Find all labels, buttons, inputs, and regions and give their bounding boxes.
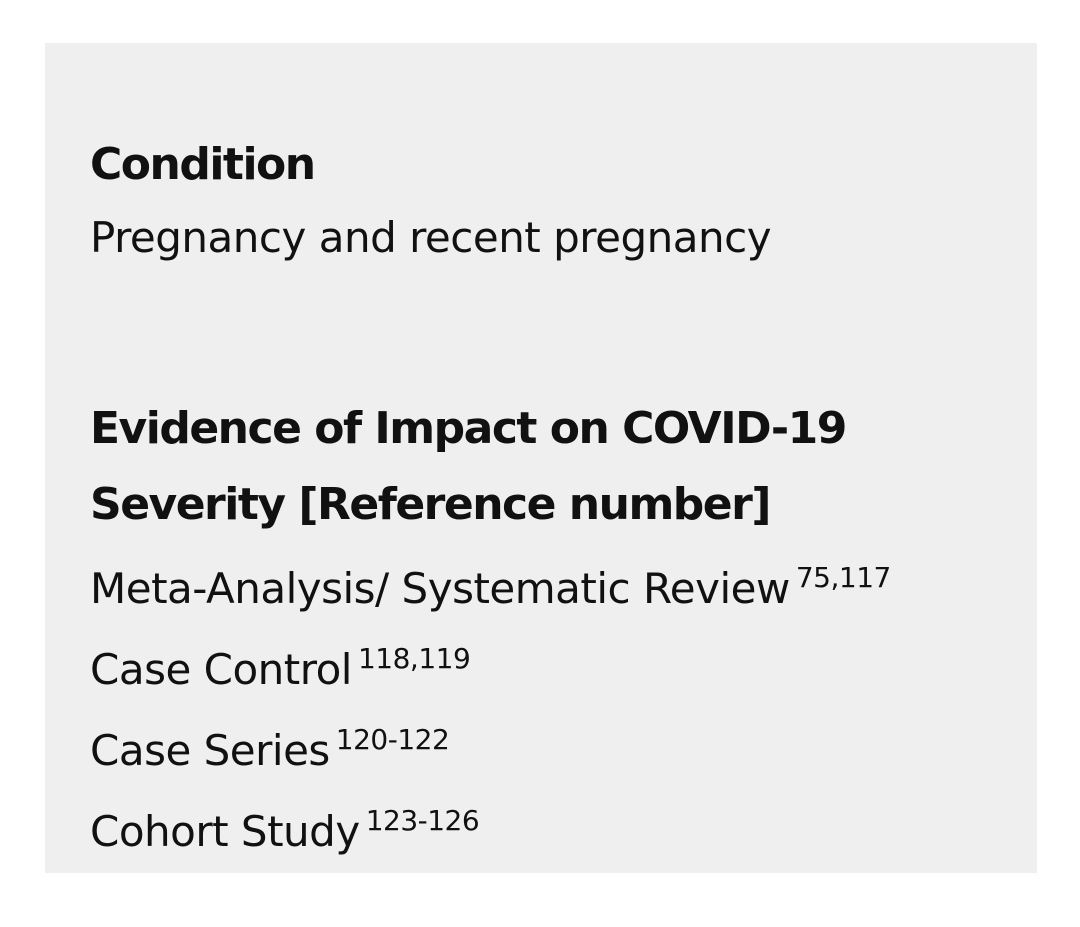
reference-numbers: 75,117 <box>795 561 891 594</box>
evidence-type: Case Series <box>90 726 330 775</box>
evidence-heading: Evidence of Impact on COVID-19 Severity … <box>90 403 847 530</box>
evidence-type: Meta-Analysis/ Systematic Review <box>90 564 790 613</box>
evidence-type: Case Control <box>90 645 352 694</box>
evidence-item: Cohort Study 123-126 <box>90 786 992 867</box>
evidence-type: Cohort Study <box>90 807 360 856</box>
evidence-item: Case Control 118,119 <box>90 624 992 705</box>
info-card: Condition Pregnancy and recent pregnancy… <box>45 43 1037 873</box>
evidence-item: Case Series 120-122 <box>90 705 992 786</box>
evidence-item: Meta-Analysis/ Systematic Review 75,117 <box>90 543 992 624</box>
condition-value: Pregnancy and recent pregnancy <box>90 213 772 262</box>
reference-numbers: 123-126 <box>365 804 480 837</box>
evidence-list: Meta-Analysis/ Systematic Review 75,117 Ca… <box>90 543 992 867</box>
condition-heading: Condition <box>90 139 316 190</box>
reference-numbers: 118,119 <box>357 642 471 675</box>
reference-numbers: 120-122 <box>335 723 450 756</box>
